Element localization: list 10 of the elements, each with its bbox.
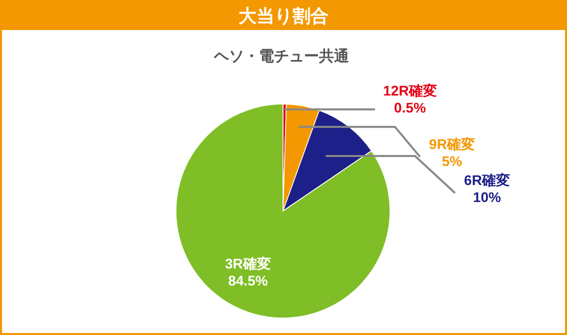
data-label: 10% (472, 189, 502, 206)
data-label: 5% (442, 152, 463, 169)
chart-subtitle: ヘソ・電チュー共通 (213, 48, 350, 65)
data-label: 84.5% (228, 272, 268, 288)
slice-label: 3R確変 (225, 255, 271, 272)
data-label: 0.5% (394, 99, 426, 116)
slice-label: 9R確変 (429, 136, 475, 152)
slice-label: 12R確変 (383, 82, 437, 98)
chart-title: 大当り割合 (238, 6, 328, 26)
slice-label: 6R確変 (464, 172, 510, 188)
